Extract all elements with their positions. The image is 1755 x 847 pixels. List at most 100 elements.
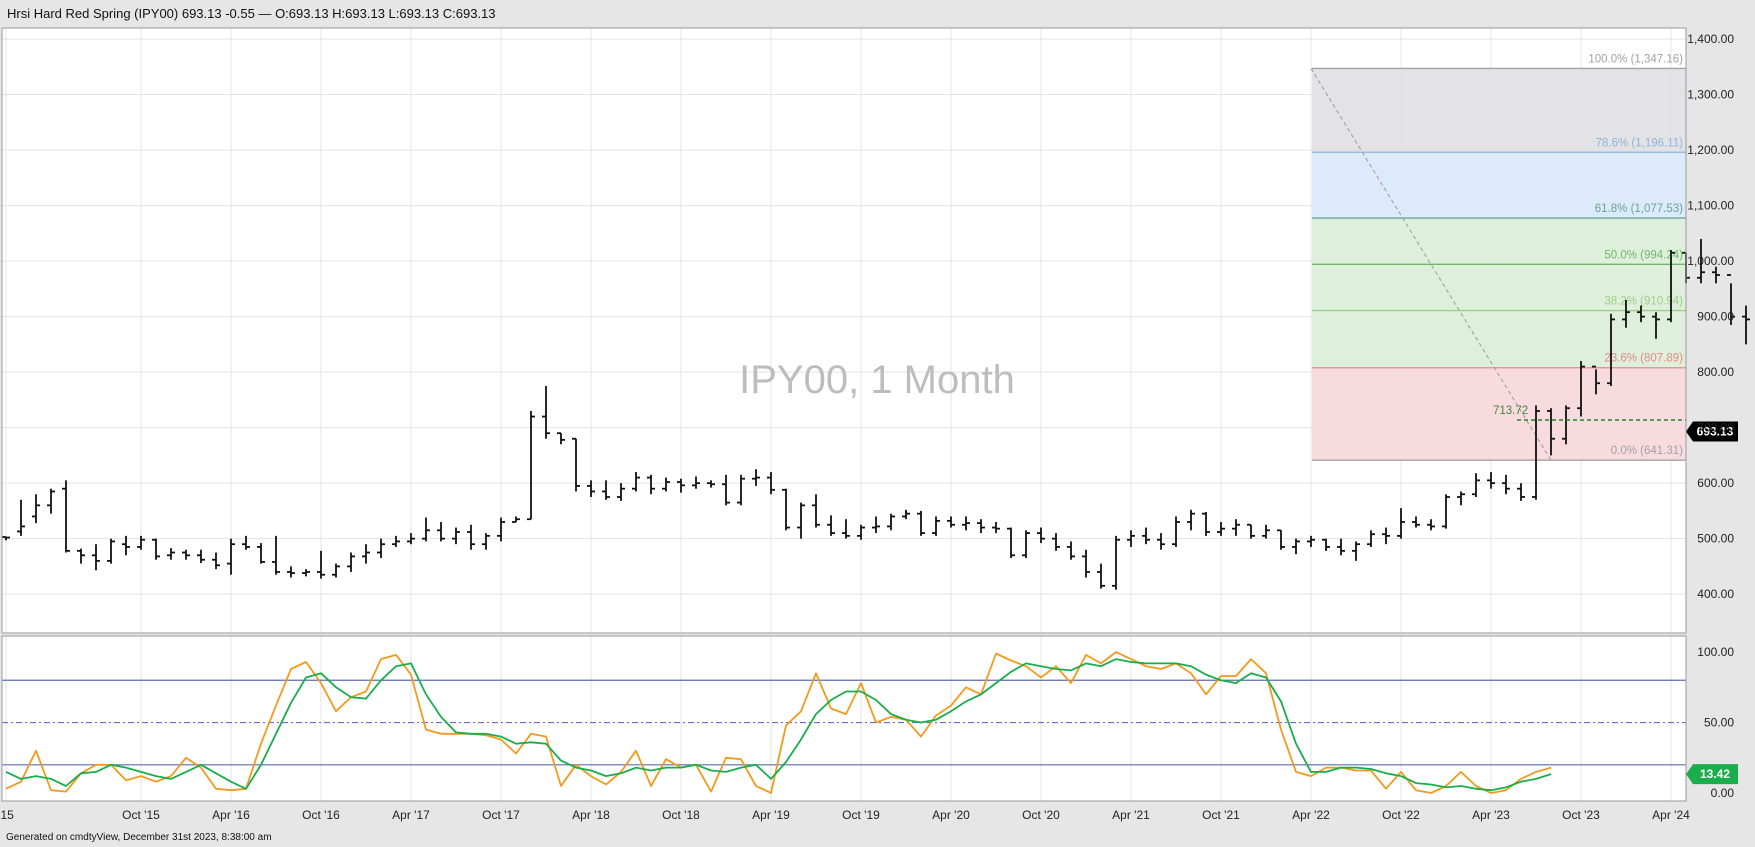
fibonacci-level-label: 38.2% (910.94) — [1604, 296, 1683, 308]
fibonacci-level-label: 78.6% (1,196.11) — [1596, 137, 1684, 149]
ohlc-bar — [512, 516, 520, 523]
price-annotation-label: 713.72 — [1493, 405, 1528, 417]
ohlc-bar — [1202, 512, 1210, 536]
price-y-tick-label: 400.00 — [1697, 587, 1734, 601]
ohlc-bar — [122, 535, 130, 556]
ohlc-bar — [1712, 266, 1720, 284]
ohlc-bar — [137, 535, 145, 550]
ohlc-bar — [2, 536, 10, 541]
ohlc-bar — [1547, 408, 1555, 456]
price-y-tick-label: 500.00 — [1697, 532, 1734, 546]
x-tick-label: Oct '20 — [1022, 808, 1060, 822]
ohlc-bar — [1472, 473, 1480, 498]
stochastic-lines: 13.42 — [5, 651, 1738, 794]
price-panel-border — [1, 27, 1687, 634]
price-y-tick-label: 1,200.00 — [1687, 143, 1734, 157]
price-y-tick-label: 600.00 — [1697, 476, 1734, 490]
price-y-tick-label: 1,300.00 — [1687, 88, 1734, 102]
ohlc-bar — [1097, 563, 1105, 589]
ohlc-bar — [1067, 541, 1075, 560]
ohlc-bar — [227, 538, 235, 575]
ohlc-bar — [1397, 508, 1405, 539]
ohlc-bar — [1502, 474, 1510, 495]
ohlc-bar — [467, 524, 475, 550]
fibonacci-zone — [1312, 264, 1686, 311]
ohlc-bar — [602, 480, 610, 500]
ohlc-bar — [1577, 361, 1585, 417]
ohlc-bar — [1292, 538, 1300, 555]
ohlc-bar — [542, 386, 550, 439]
ohlc-bar — [872, 516, 880, 534]
ohlc-bar — [1742, 305, 1750, 345]
fibonacci-zone — [1312, 68, 1686, 153]
ohlc-bar — [362, 544, 370, 564]
x-tick-label: Apr '16 — [212, 808, 250, 822]
x-tick-label: Oct '23 — [1562, 808, 1600, 822]
ohlc-bar — [1217, 521, 1225, 536]
price-bars — [2, 238, 1750, 590]
ohlc-bar — [1622, 299, 1630, 328]
fibonacci-level-label: 61.8% (1,077.53) — [1595, 203, 1683, 215]
ohlc-bar — [1727, 274, 1735, 325]
fibonacci-zone — [1312, 367, 1686, 461]
stochastic-panel: 13.42 — [1, 635, 1738, 802]
ohlc-bar — [797, 502, 805, 539]
chart-watermark: IPY00, 1 Month — [739, 358, 1015, 402]
ohlc-bar — [572, 437, 580, 492]
ohlc-bar — [1412, 516, 1420, 528]
ohlc-bar — [197, 549, 205, 564]
fibonacci-level-label: 100.0% (1,347.16) — [1588, 53, 1683, 65]
stochastic-value-badge: 13.42 — [1686, 764, 1738, 785]
ohlc-bar — [392, 535, 400, 547]
ohlc-bar — [932, 516, 940, 536]
last-price-badge-label: 693.13 — [1697, 424, 1734, 438]
ohlc-bar — [92, 544, 100, 571]
ohlc-bar — [1232, 519, 1240, 536]
ohlc-bar — [1367, 530, 1375, 547]
ohlc-bar — [1157, 533, 1165, 550]
ohlc-bar — [1382, 527, 1390, 545]
ohlc-bar — [287, 566, 295, 578]
fibonacci-retracement: 100.0% (1,347.16) 78.6% (1,196.11) 61.8% (… — [1312, 53, 1686, 461]
ohlc-bar — [1322, 538, 1330, 551]
ohlc-bar — [1442, 494, 1450, 529]
ohlc-bar — [317, 550, 325, 579]
ohlc-bar — [962, 516, 970, 531]
ohlc-bar — [782, 488, 790, 531]
stochastic-d-line — [5, 658, 1552, 792]
ohlc-bar — [182, 549, 190, 560]
ohlc-bar — [1142, 527, 1150, 545]
ohlc-bar — [1427, 519, 1435, 531]
ohlc-bar — [1022, 530, 1030, 559]
ohlc-bar — [1352, 541, 1360, 561]
ohlc-bar — [617, 483, 625, 501]
ohlc-bar — [1187, 509, 1195, 531]
ohlc-bar — [272, 535, 280, 575]
ohlc-bar — [167, 548, 175, 560]
x-tick-label: Apr '19 — [752, 808, 790, 822]
ohlc-bar — [1487, 472, 1495, 489]
x-tick-label: Apr '20 — [932, 808, 970, 822]
ohlc-bar — [377, 538, 385, 559]
ohlc-bar — [767, 472, 775, 495]
ohlc-bar — [347, 552, 355, 572]
ohlc-bar — [662, 477, 670, 492]
ohlc-bar — [422, 517, 430, 542]
ohlc-bar — [1037, 527, 1045, 544]
ohlc-bar — [1532, 405, 1540, 500]
fibonacci-level-label: 0.0% (641.31) — [1611, 445, 1683, 457]
ohlc-bar — [212, 552, 220, 570]
ohlc-bar — [407, 533, 415, 545]
fibonacci-zone — [1312, 218, 1686, 265]
x-tick-label: Apr '22 — [1292, 808, 1330, 822]
x-tick-label: Apr '23 — [1472, 808, 1510, 822]
x-tick-label: Oct '16 — [302, 808, 340, 822]
last-price-badge: 693.13 — [1686, 421, 1738, 442]
ohlc-bar — [1667, 250, 1675, 323]
ohlc-bar — [32, 494, 40, 524]
ohlc-bar — [557, 432, 565, 445]
ohlc-bar — [1457, 491, 1465, 506]
ohlc-bar — [947, 516, 955, 528]
stochastic-y-tick-label: 0.00 — [1711, 786, 1735, 800]
